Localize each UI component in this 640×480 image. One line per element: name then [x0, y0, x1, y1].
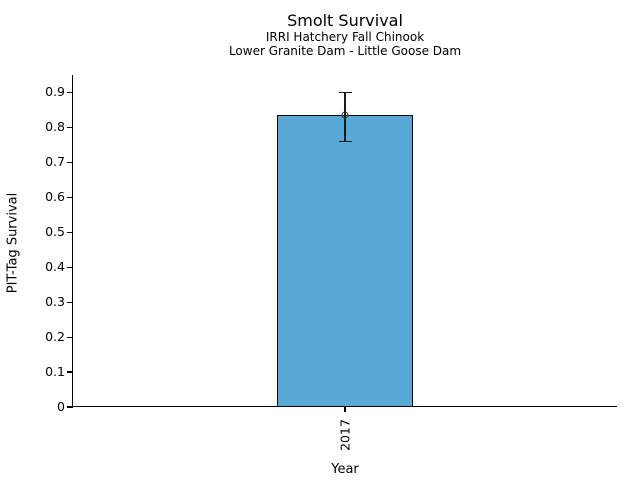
y-tick-label: 0.3 — [45, 294, 65, 310]
x-tick-mark — [344, 407, 346, 412]
y-tick-label: 0.1 — [45, 364, 65, 380]
y-tick-mark — [67, 231, 72, 233]
error-bar-cap-bottom — [338, 140, 352, 143]
y-tick-mark — [67, 336, 72, 338]
x-axis-label: Year — [331, 462, 359, 477]
y-tick-label: 0.5 — [45, 224, 65, 240]
chart-subtitle-line1: IRRI Hatchery Fall Chinook — [265, 30, 425, 44]
y-tick-mark — [67, 371, 72, 373]
y-tick-mark — [67, 196, 72, 198]
y-tick-label: 0.8 — [45, 119, 65, 135]
y-tick-label: 0.4 — [45, 259, 65, 275]
y-tick-mark — [67, 266, 72, 268]
y-tick-label: 0.2 — [45, 329, 65, 345]
y-tick-label: 0 — [57, 399, 65, 414]
y-axis-spine — [72, 75, 74, 408]
y-tick-mark — [67, 126, 72, 128]
y-tick-label: 0.6 — [45, 189, 65, 205]
y-axis-label: PIT-Tag Survival — [5, 192, 21, 294]
y-tick-label: 0.7 — [45, 154, 65, 170]
y-tick-mark — [67, 301, 72, 303]
chart-title: Smolt Survival — [287, 11, 403, 30]
bar-2017 — [277, 115, 413, 407]
x-tick-label: 2017 — [337, 419, 353, 451]
chart-subtitle-line2: Lower Granite Dam - Little Goose Dam — [228, 44, 462, 58]
y-tick-mark — [67, 91, 72, 94]
survival-point-marker — [341, 111, 349, 119]
plot-area: 0 0.1 0.2 0.3 0.4 0.5 0.6 0.7 0.8 0.9 2017 — [45, 75, 617, 451]
y-tick-mark — [67, 406, 72, 408]
error-bar-cap-top — [338, 91, 352, 94]
y-tick-mark — [67, 161, 72, 163]
y-tick-label: 0.9 — [45, 84, 65, 100]
